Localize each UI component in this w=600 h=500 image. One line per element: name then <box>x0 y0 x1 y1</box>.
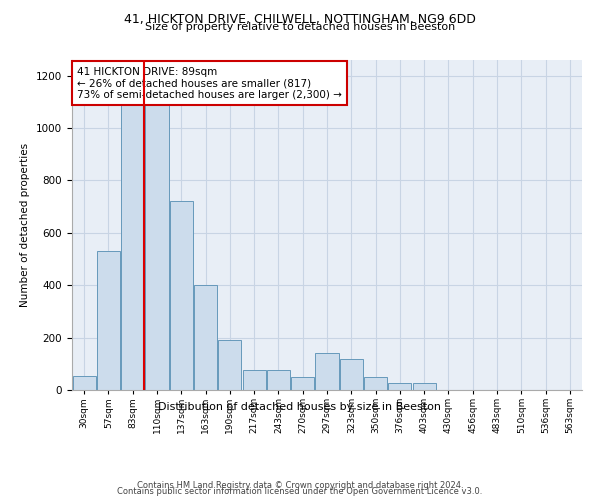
Text: Size of property relative to detached houses in Beeston: Size of property relative to detached ho… <box>145 22 455 32</box>
Text: 41, HICKTON DRIVE, CHILWELL, NOTTINGHAM, NG9 6DD: 41, HICKTON DRIVE, CHILWELL, NOTTINGHAM,… <box>124 12 476 26</box>
Bar <box>170 202 193 390</box>
Bar <box>242 370 266 390</box>
Bar <box>267 370 290 390</box>
Text: Contains public sector information licensed under the Open Government Licence v3: Contains public sector information licen… <box>118 488 482 496</box>
Y-axis label: Number of detached properties: Number of detached properties <box>20 143 31 307</box>
Bar <box>291 377 314 390</box>
Bar <box>194 285 217 390</box>
Text: Distribution of detached houses by size in Beeston: Distribution of detached houses by size … <box>158 402 442 412</box>
Bar <box>413 384 436 390</box>
Bar <box>145 76 169 390</box>
Bar <box>388 384 412 390</box>
Bar <box>73 376 95 390</box>
Bar <box>364 377 387 390</box>
Bar <box>218 340 241 390</box>
Text: 41 HICKTON DRIVE: 89sqm
← 26% of detached houses are smaller (817)
73% of semi-d: 41 HICKTON DRIVE: 89sqm ← 26% of detache… <box>77 66 342 100</box>
Bar <box>97 251 120 390</box>
Bar <box>316 354 338 390</box>
Bar <box>121 76 144 390</box>
Bar <box>340 358 363 390</box>
Text: Contains HM Land Registry data © Crown copyright and database right 2024.: Contains HM Land Registry data © Crown c… <box>137 481 463 490</box>
